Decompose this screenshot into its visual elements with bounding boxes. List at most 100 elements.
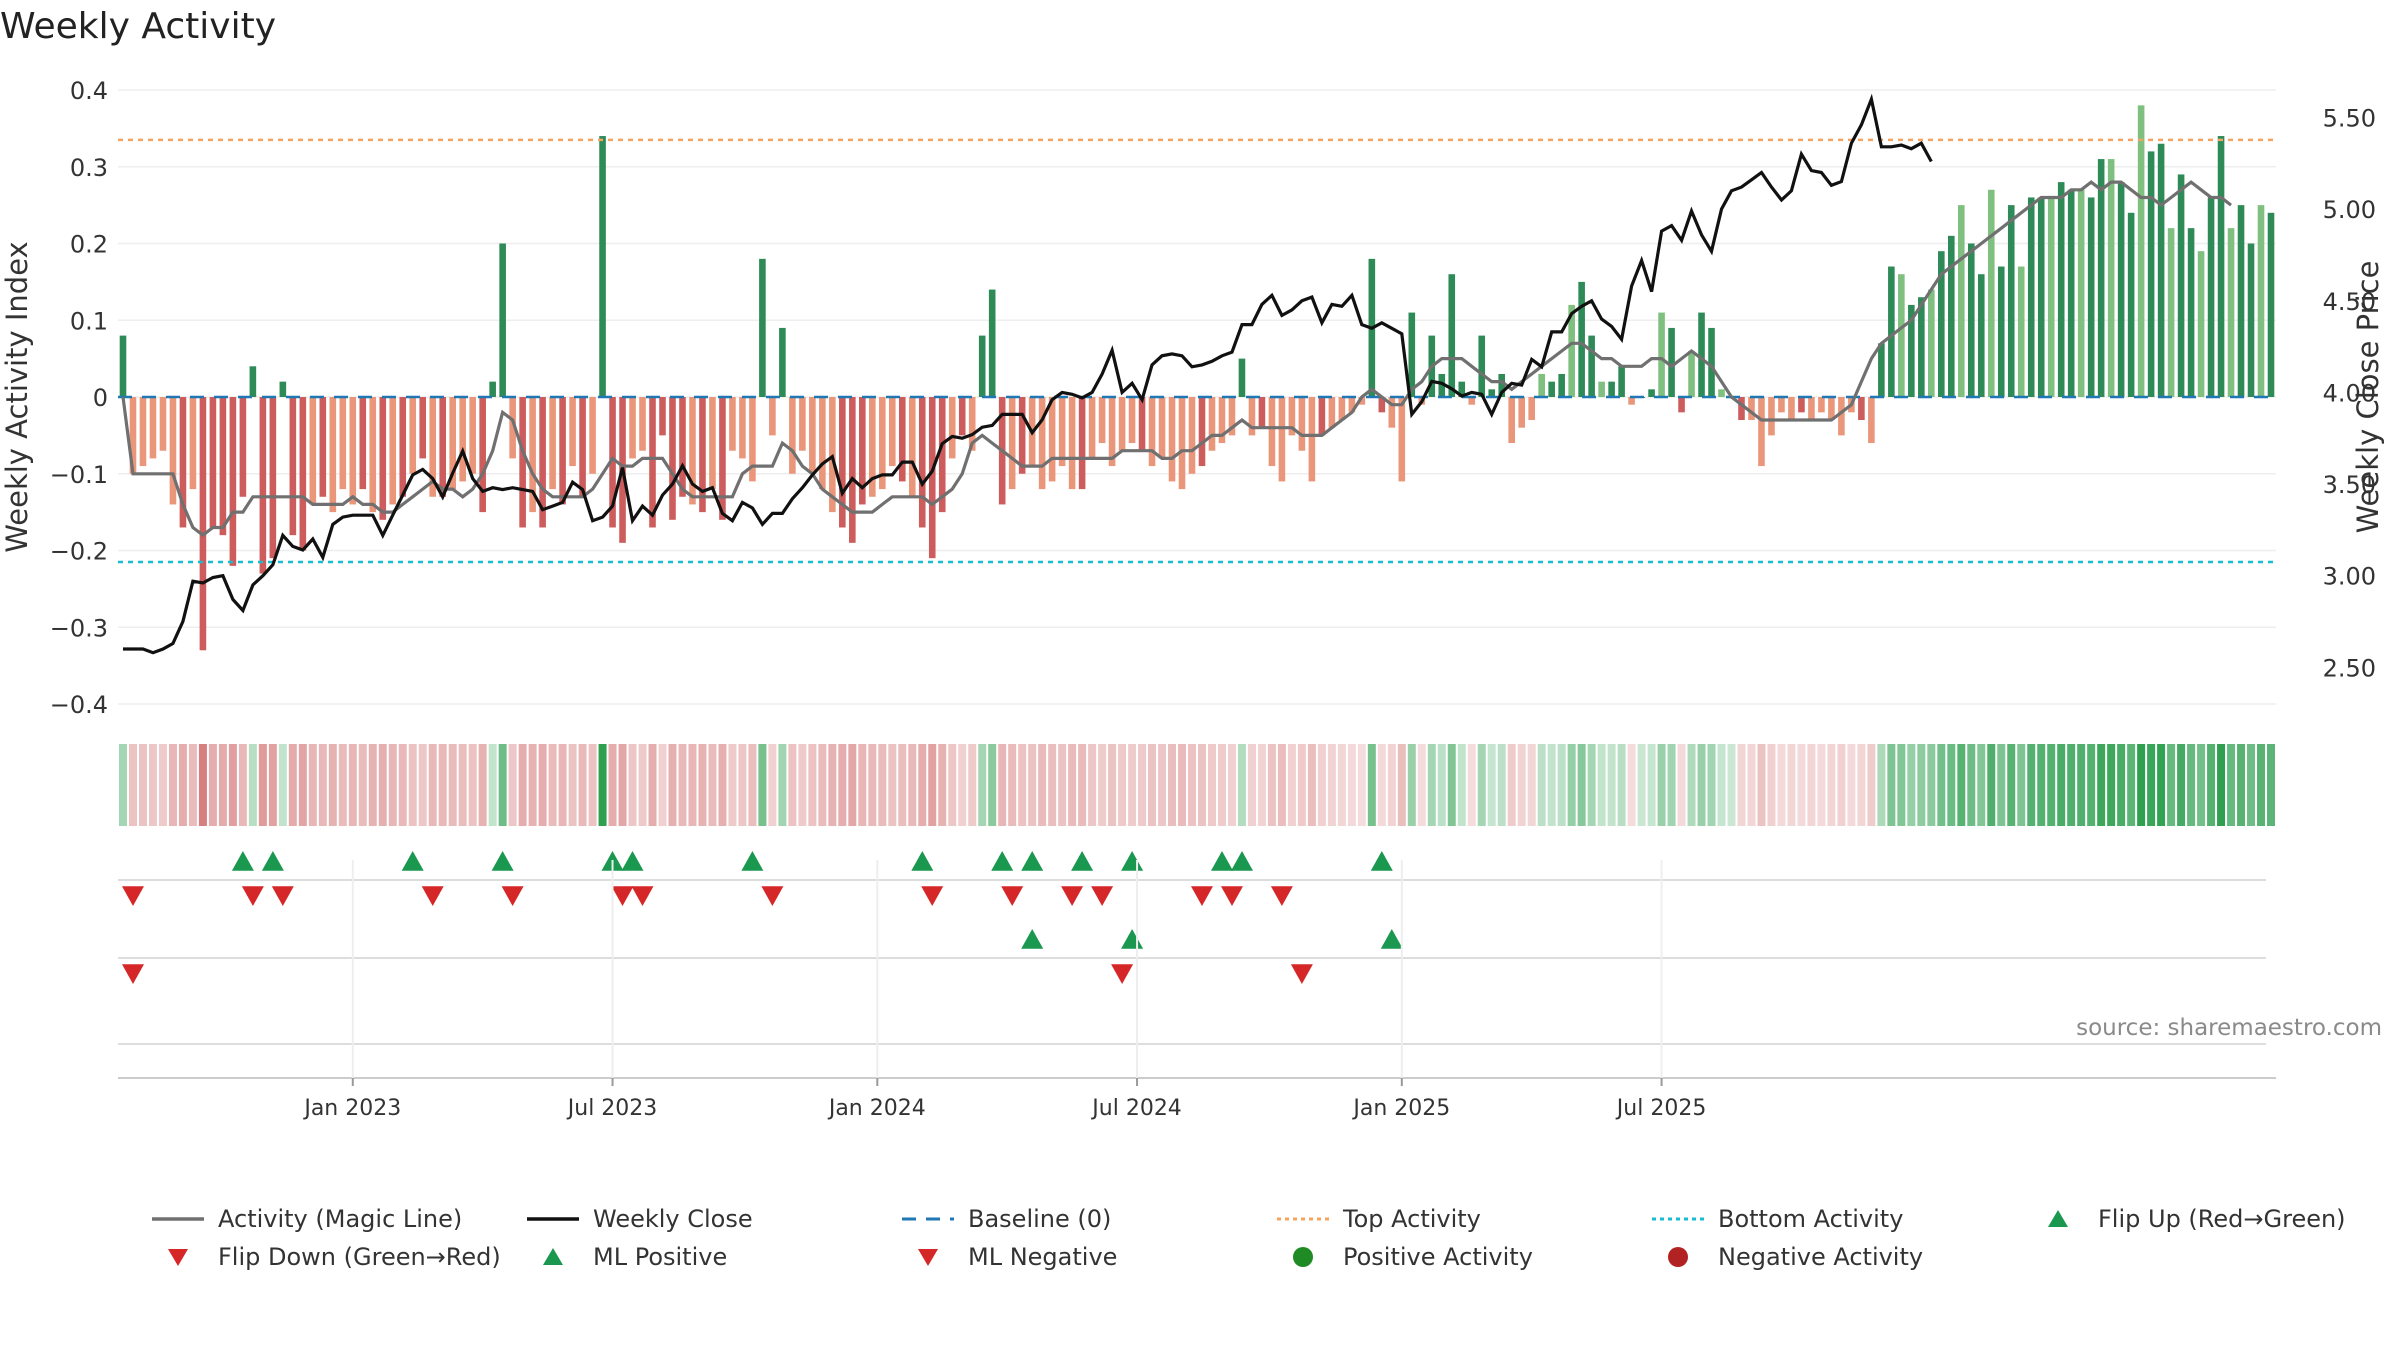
activity-bar bbox=[759, 258, 766, 397]
heat-cell bbox=[1977, 744, 1986, 826]
activity-bar bbox=[1308, 397, 1316, 482]
flip-up-marker bbox=[491, 851, 514, 871]
y-tick-label: −0.2 bbox=[50, 538, 108, 566]
activity-bar bbox=[829, 397, 836, 513]
activity-bar bbox=[359, 397, 367, 490]
flip-down-marker bbox=[1061, 886, 1084, 906]
heat-cell bbox=[648, 744, 657, 826]
heat-cell bbox=[998, 744, 1007, 826]
activity-bar bbox=[699, 397, 706, 513]
legend: Activity (Magic Line) Weekly Close Baselin… bbox=[150, 1205, 2390, 1285]
legend-item: ML Positive bbox=[525, 1243, 727, 1271]
activity-bar bbox=[1808, 397, 1815, 421]
heat-cell bbox=[1927, 744, 1936, 826]
activity-bar bbox=[1378, 397, 1386, 413]
heat-cell bbox=[598, 744, 607, 826]
heat-cell bbox=[518, 744, 527, 826]
flip-up-marker bbox=[401, 851, 424, 871]
x-tick-label: Jul 2023 bbox=[566, 1096, 658, 1121]
heat-cell bbox=[1847, 744, 1856, 826]
flip-up-marker bbox=[1021, 851, 1044, 871]
activity-bar bbox=[968, 397, 976, 451]
heat-cell bbox=[558, 744, 567, 826]
activity-bar bbox=[1698, 312, 1705, 397]
heat-cell bbox=[968, 744, 977, 826]
heat-cell bbox=[858, 744, 867, 826]
activity-bar bbox=[1188, 397, 1196, 474]
activity-bar bbox=[639, 397, 646, 451]
heat-cell bbox=[698, 744, 707, 826]
heat-cell bbox=[958, 744, 967, 826]
activity-bar bbox=[2047, 197, 2055, 397]
heat-cell bbox=[458, 744, 467, 826]
heat-cell bbox=[1517, 744, 1526, 826]
heat-cell bbox=[938, 744, 947, 826]
heat-cell bbox=[1178, 744, 1187, 826]
activity-bar bbox=[1528, 397, 1535, 421]
legend-label: Top Activity bbox=[1343, 1205, 1481, 1233]
heat-cell bbox=[2207, 744, 2216, 826]
legend-swatch-icon bbox=[900, 1205, 956, 1233]
heat-cell bbox=[1537, 744, 1546, 826]
activity-bar bbox=[1488, 389, 1496, 397]
activity-bar bbox=[1328, 397, 1336, 428]
activity-bar bbox=[1478, 335, 1486, 397]
activity-bar bbox=[2207, 197, 2215, 397]
heat-cell bbox=[888, 744, 897, 826]
heat-cell bbox=[1627, 744, 1636, 826]
flip-down-marker bbox=[122, 886, 144, 906]
activity-bar bbox=[1878, 343, 1885, 397]
heat-cell bbox=[1567, 744, 1576, 826]
activity-bar bbox=[1058, 397, 1066, 467]
heat-cell bbox=[1138, 744, 1147, 826]
y2-tick-label: 2.50 bbox=[2323, 654, 2376, 682]
activity-bar bbox=[1948, 235, 1955, 397]
activity-bar bbox=[878, 397, 886, 490]
heat-cell bbox=[1267, 744, 1276, 826]
flip-up-marker bbox=[741, 851, 764, 871]
heat-cell bbox=[1747, 744, 1756, 826]
heat-cell bbox=[198, 744, 207, 826]
heat-cell bbox=[1477, 744, 1486, 826]
magic-line bbox=[121, 180, 2232, 538]
heat-cell bbox=[878, 744, 887, 826]
heat-cell bbox=[2087, 744, 2096, 826]
heat-cell bbox=[1277, 744, 1286, 826]
activity-bar bbox=[2167, 228, 2175, 397]
heat-cell bbox=[1088, 744, 1097, 826]
heat-cell bbox=[1827, 744, 1836, 826]
activity-bar bbox=[1678, 397, 1685, 413]
heat-cell bbox=[1807, 744, 1816, 826]
activity-bar bbox=[469, 397, 476, 474]
activity-bar bbox=[2027, 197, 2035, 397]
activity-bar bbox=[1858, 397, 1865, 421]
heat-cell bbox=[268, 744, 277, 826]
activity-bar bbox=[629, 397, 636, 459]
activity-bar bbox=[1228, 397, 1236, 436]
legend-swatch-icon bbox=[150, 1205, 206, 1233]
flip-down-marker bbox=[1091, 886, 1114, 906]
activity-bar bbox=[1098, 397, 1106, 444]
activity-bar bbox=[559, 397, 566, 505]
heat-cell bbox=[1737, 744, 1746, 826]
activity-bar bbox=[189, 397, 197, 490]
heat-cell bbox=[318, 744, 327, 826]
activity-bar bbox=[399, 397, 407, 497]
legend-item: Weekly Close bbox=[525, 1205, 753, 1233]
legend-label: Negative Activity bbox=[1718, 1243, 1924, 1271]
heat-cell bbox=[1158, 744, 1167, 826]
flip-up-marker bbox=[1071, 851, 1094, 871]
heat-cell bbox=[148, 744, 157, 826]
heat-cell bbox=[828, 744, 837, 826]
heat-cell bbox=[468, 744, 477, 826]
activity-bar bbox=[429, 397, 437, 497]
legend-item: Top Activity bbox=[1275, 1205, 1481, 1233]
heat-cell bbox=[1437, 744, 1446, 826]
heat-cell bbox=[1038, 744, 1047, 826]
heat-cell bbox=[188, 744, 197, 826]
ml-positive-marker bbox=[1380, 929, 1403, 949]
heat-cell bbox=[1287, 744, 1296, 826]
flip-up-marker bbox=[1211, 851, 1233, 871]
heat-cell bbox=[1617, 744, 1626, 826]
heat-cell bbox=[208, 744, 217, 826]
